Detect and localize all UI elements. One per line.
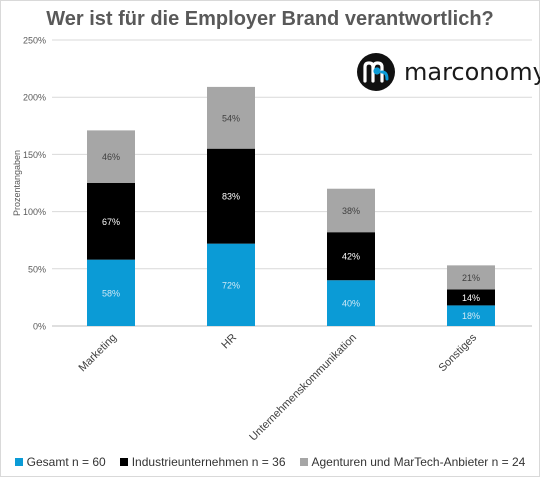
x-tick-label: Unternehmenskommunikation bbox=[247, 332, 359, 444]
bar-segment bbox=[327, 188, 375, 233]
bar-segment bbox=[207, 243, 255, 326]
x-tick-label: Marketing bbox=[76, 332, 119, 375]
legend-label: Agenturen und MarTech-Anbieter n = 24 bbox=[311, 455, 526, 469]
y-tick-label: 150% bbox=[23, 150, 46, 160]
bar-segment bbox=[87, 183, 135, 260]
chart-title: Wer ist für die Employer Brand verantwor… bbox=[46, 8, 494, 30]
data-label: 18% bbox=[462, 311, 480, 321]
legend-item: Gesamt n = 60 bbox=[14, 455, 106, 469]
y-axis-label: Prozentangaben bbox=[12, 150, 22, 216]
data-label: 14% bbox=[462, 293, 480, 303]
data-label: 72% bbox=[222, 280, 240, 290]
logo-text: marconomy bbox=[404, 58, 540, 86]
bar-segment bbox=[87, 130, 135, 183]
y-tick-label: 50% bbox=[28, 264, 46, 274]
bar-segment bbox=[447, 289, 495, 306]
legend-swatch bbox=[14, 458, 23, 466]
y-tick-label: 0% bbox=[33, 322, 46, 332]
data-label: 54% bbox=[222, 113, 240, 123]
data-label: 38% bbox=[342, 206, 360, 216]
legend-swatch bbox=[299, 458, 308, 466]
bar-segment bbox=[207, 86, 255, 149]
legend: Gesamt n = 60 Industrieunternehmen n = 36… bbox=[0, 455, 540, 469]
stacked-bar-chart: 0% 50% 100% 150% 200% 250% Prozentangaben 58% 67… bbox=[12, 36, 532, 444]
bar-segment bbox=[207, 148, 255, 244]
bar-segment bbox=[327, 280, 375, 326]
x-tick-label: HR bbox=[219, 332, 239, 352]
bar-segment bbox=[447, 305, 495, 326]
marconomy-logo: marconomy bbox=[356, 50, 540, 94]
data-label: 42% bbox=[342, 252, 360, 262]
bar-segment bbox=[447, 265, 495, 290]
bar-segment bbox=[87, 259, 135, 326]
legend-swatch bbox=[119, 458, 128, 466]
data-label: 40% bbox=[342, 299, 360, 309]
x-tick-label: Sonstiges bbox=[436, 331, 479, 374]
legend-item: Agenturen und MarTech-Anbieter n = 24 bbox=[299, 455, 526, 469]
y-tick-label: 200% bbox=[23, 93, 46, 103]
legend-label: Industrieunternehmen n = 36 bbox=[131, 455, 286, 469]
data-label: 21% bbox=[462, 273, 480, 283]
data-label: 58% bbox=[102, 288, 120, 298]
legend-label: Gesamt n = 60 bbox=[26, 455, 106, 469]
legend-item: Industrieunternehmen n = 36 bbox=[119, 455, 286, 469]
marconomy-m-logo-icon bbox=[357, 53, 395, 91]
data-label: 67% bbox=[102, 217, 120, 227]
y-tick-label: 250% bbox=[23, 36, 46, 46]
data-label: 46% bbox=[102, 152, 120, 162]
data-label: 83% bbox=[222, 192, 240, 202]
y-tick-label: 100% bbox=[23, 207, 46, 217]
bar-segment bbox=[327, 232, 375, 281]
